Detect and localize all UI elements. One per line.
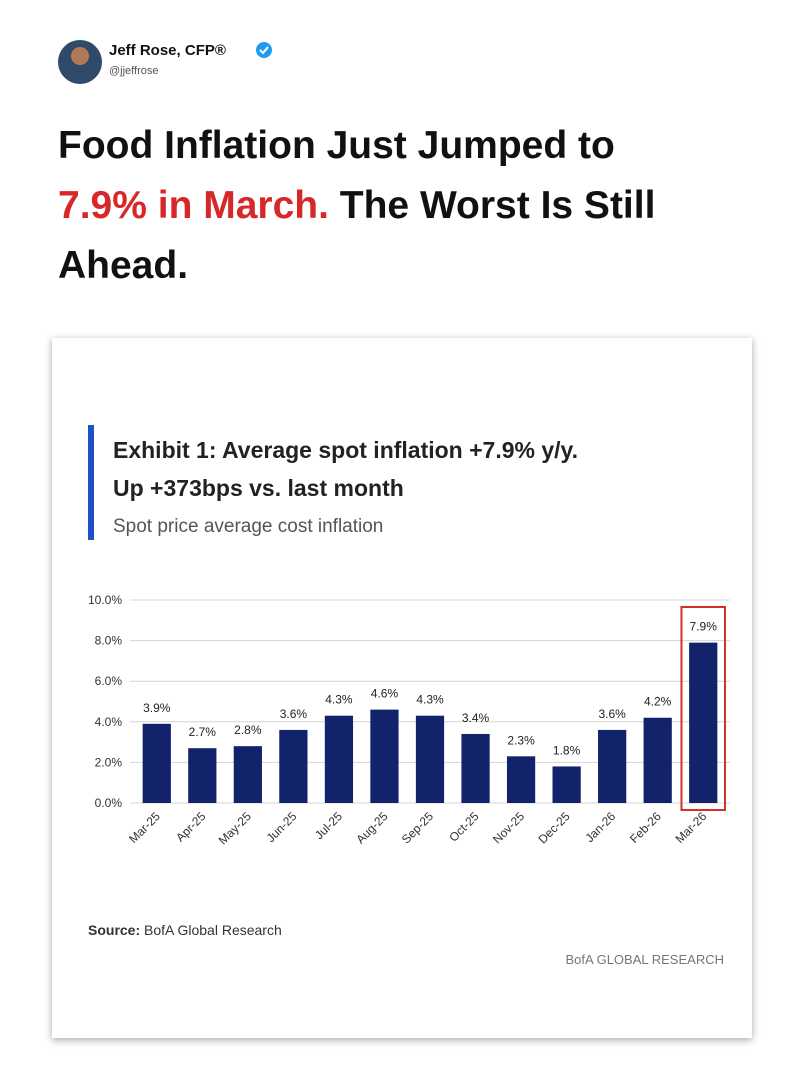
author-handle[interactable]: @jjeffrose xyxy=(109,65,158,77)
y-tick-label: 0.0% xyxy=(95,796,123,810)
value-label: 3.6% xyxy=(598,707,626,721)
verified-check xyxy=(259,46,269,55)
value-label: 7.9% xyxy=(690,620,718,634)
avatar-face xyxy=(71,47,89,65)
brand: BofA GLOBAL RESEARCH xyxy=(566,952,724,967)
author-name[interactable]: Jeff Rose, CFP® xyxy=(109,42,226,59)
value-label: 1.8% xyxy=(553,743,581,757)
value-label: 3.4% xyxy=(462,711,490,725)
headline-line: Food Inflation Just Jumped to xyxy=(58,124,615,167)
value-label: 3.6% xyxy=(280,707,308,721)
bar xyxy=(552,766,581,803)
title-accent xyxy=(88,425,94,540)
bar xyxy=(598,729,627,803)
bar xyxy=(370,709,399,803)
source-label: Source: xyxy=(88,922,140,938)
y-tick-label: 10.0% xyxy=(88,593,122,607)
y-tick-label: 4.0% xyxy=(95,715,123,729)
source: Source: BofA Global Research xyxy=(88,922,282,938)
bar xyxy=(506,756,536,803)
chart-subtitle: Spot price average cost inflation xyxy=(113,516,383,537)
bar xyxy=(142,723,171,803)
bar xyxy=(233,746,262,803)
bar xyxy=(279,729,308,803)
headline-line: 7.9% in March. The Worst Is Still xyxy=(58,184,655,227)
value-label: 4.6% xyxy=(371,687,399,701)
value-label: 4.2% xyxy=(644,695,672,709)
value-label: 2.8% xyxy=(234,723,262,737)
bar xyxy=(415,715,445,803)
chart-title: Exhibit 1: Average spot inflation +7.9% … xyxy=(113,437,578,463)
y-tick-label: 6.0% xyxy=(95,674,123,688)
bar xyxy=(324,715,354,803)
chart-title: Up +373bps vs. last month xyxy=(113,475,404,501)
bar xyxy=(188,748,217,803)
value-label: 4.3% xyxy=(416,693,444,707)
source-text: BofA Global Research xyxy=(144,922,282,938)
value-label: 2.7% xyxy=(189,725,217,739)
headline-highlight: 7.9% in March. xyxy=(58,184,329,227)
chart-card xyxy=(52,338,752,1038)
bar xyxy=(689,642,718,803)
headline-line: Ahead. xyxy=(58,244,188,287)
headline-text: The Worst Is Still xyxy=(340,184,656,227)
bar xyxy=(643,717,672,803)
highlight-box xyxy=(680,606,727,811)
verified-badge xyxy=(256,42,272,58)
value-label: 2.3% xyxy=(507,733,535,747)
y-tick-label: 2.0% xyxy=(95,755,123,769)
value-label: 3.9% xyxy=(143,701,171,715)
value-label: 4.3% xyxy=(325,693,353,707)
y-tick-label: 8.0% xyxy=(95,634,123,648)
bar xyxy=(461,733,490,803)
